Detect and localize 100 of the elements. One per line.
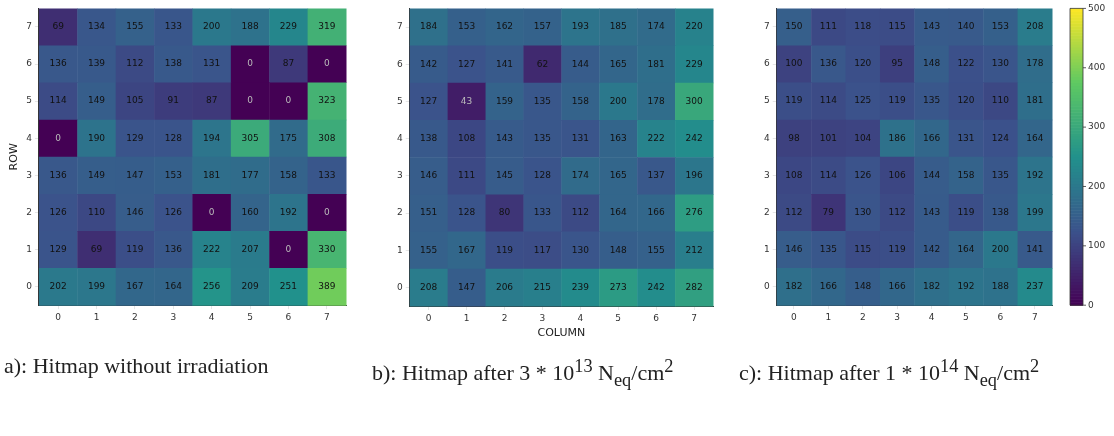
data-label: 137 — [647, 170, 665, 181]
x-tick-label: 2 — [132, 311, 138, 322]
data-label: 130 — [991, 58, 1010, 69]
y-tick-label: 5 — [26, 95, 32, 106]
data-label: 157 — [533, 21, 551, 32]
data-label: 0 — [323, 206, 330, 217]
data-label: 323 — [318, 95, 336, 106]
x-tick-label: 2 — [501, 312, 508, 323]
data-label: 131 — [957, 132, 975, 143]
data-label: 112 — [888, 206, 906, 217]
data-label: 135 — [533, 95, 551, 106]
data-label: 229 — [685, 58, 703, 69]
data-label: 163 — [609, 132, 627, 143]
data-label: 188 — [241, 21, 259, 32]
data-label: 114 — [819, 169, 838, 180]
data-label: 112 — [126, 58, 144, 69]
y-tick-label: 6 — [26, 58, 33, 69]
y-tick-label: 2 — [396, 207, 403, 218]
data-label: 159 — [495, 95, 514, 106]
data-label: 200 — [991, 243, 1010, 254]
data-label: 100 — [785, 58, 803, 69]
data-label: 106 — [888, 169, 907, 180]
x-tick-label: 4 — [208, 311, 215, 322]
y-tick-label: 2 — [763, 206, 770, 217]
data-label: 229 — [279, 21, 298, 32]
data-label: 308 — [318, 132, 336, 143]
data-label: 127 — [420, 95, 438, 106]
data-label: 111 — [458, 170, 476, 181]
y-tick-label: 0 — [763, 280, 770, 291]
data-label: 135 — [991, 169, 1009, 180]
data-label: 126 — [49, 206, 67, 217]
data-label: 110 — [87, 206, 106, 217]
data-label: 175 — [279, 132, 298, 143]
x-tick-label: 7 — [691, 312, 697, 323]
data-label: 273 — [609, 281, 627, 292]
color-bar-label: 500 — [1088, 2, 1106, 13]
data-label: 206 — [495, 281, 514, 292]
data-label: 126 — [854, 169, 872, 180]
data-label: 87 — [205, 95, 218, 106]
x-tick-label: 4 — [577, 312, 584, 323]
data-label: 144 — [571, 58, 590, 69]
data-label: 124 — [991, 132, 1010, 143]
data-label: 165 — [609, 58, 627, 69]
color-bar-label: 100 — [1088, 240, 1106, 251]
y-tick-label: 1 — [763, 243, 770, 254]
data-label: 135 — [533, 132, 551, 143]
data-label: 153 — [164, 169, 182, 180]
data-label: 0 — [208, 206, 215, 217]
data-label: 167 — [458, 244, 476, 255]
data-label: 256 — [203, 280, 221, 291]
x-tick-label: 1 — [825, 311, 832, 322]
data-label: 122 — [957, 58, 975, 69]
data-label: 207 — [241, 243, 259, 254]
data-label: 166 — [647, 207, 665, 218]
x-tick-label: 0 — [791, 311, 798, 322]
data-label: 242 — [647, 281, 665, 292]
x-tick-label: 3 — [170, 311, 177, 322]
y-tick-label: 5 — [396, 95, 403, 106]
data-label: 120 — [957, 95, 975, 106]
y-tick-label: 3 — [763, 169, 770, 180]
data-label: 142 — [420, 58, 438, 69]
data-label: 143 — [495, 132, 514, 143]
data-label: 164 — [609, 207, 628, 218]
x-tick-label: 0 — [425, 312, 432, 323]
data-label: 111 — [819, 21, 837, 32]
x-tick-label: 4 — [928, 311, 935, 322]
data-label: 127 — [458, 58, 476, 69]
data-label: 141 — [495, 58, 514, 69]
y-tick-label: 4 — [763, 132, 770, 143]
data-label: 155 — [126, 21, 144, 32]
y-axis-title: ROW — [7, 143, 21, 171]
data-label: 145 — [495, 170, 514, 181]
data-label: 158 — [279, 169, 298, 180]
data-label: 120 — [854, 58, 872, 69]
y-tick-label: 3 — [26, 169, 32, 180]
x-tick-label: 2 — [859, 311, 866, 322]
data-label: 193 — [571, 21, 589, 32]
data-label: 305 — [241, 132, 259, 143]
y-tick-label: 4 — [396, 132, 403, 143]
data-label: 135 — [922, 95, 941, 106]
y-tick-label: 1 — [396, 244, 403, 255]
data-label: 119 — [785, 95, 803, 106]
data-label: 166 — [922, 132, 941, 143]
data-label: 136 — [49, 58, 67, 69]
data-label: 118 — [854, 21, 872, 32]
data-label: 160 — [241, 206, 259, 217]
data-label: 112 — [785, 206, 803, 217]
data-label: 143 — [922, 21, 941, 32]
data-label: 164 — [164, 280, 183, 291]
data-label: 300 — [685, 95, 703, 106]
data-label: 108 — [458, 132, 476, 143]
x-axis-title: COLUMN — [537, 326, 586, 340]
data-label: 181 — [1026, 95, 1044, 106]
data-label: 319 — [318, 21, 336, 32]
y-tick-label: 6 — [763, 58, 770, 69]
data-label: 108 — [785, 169, 803, 180]
x-tick-label: 0 — [55, 311, 62, 322]
data-label: 164 — [1026, 132, 1044, 143]
data-label: 148 — [854, 280, 872, 291]
data-label: 185 — [609, 21, 627, 32]
